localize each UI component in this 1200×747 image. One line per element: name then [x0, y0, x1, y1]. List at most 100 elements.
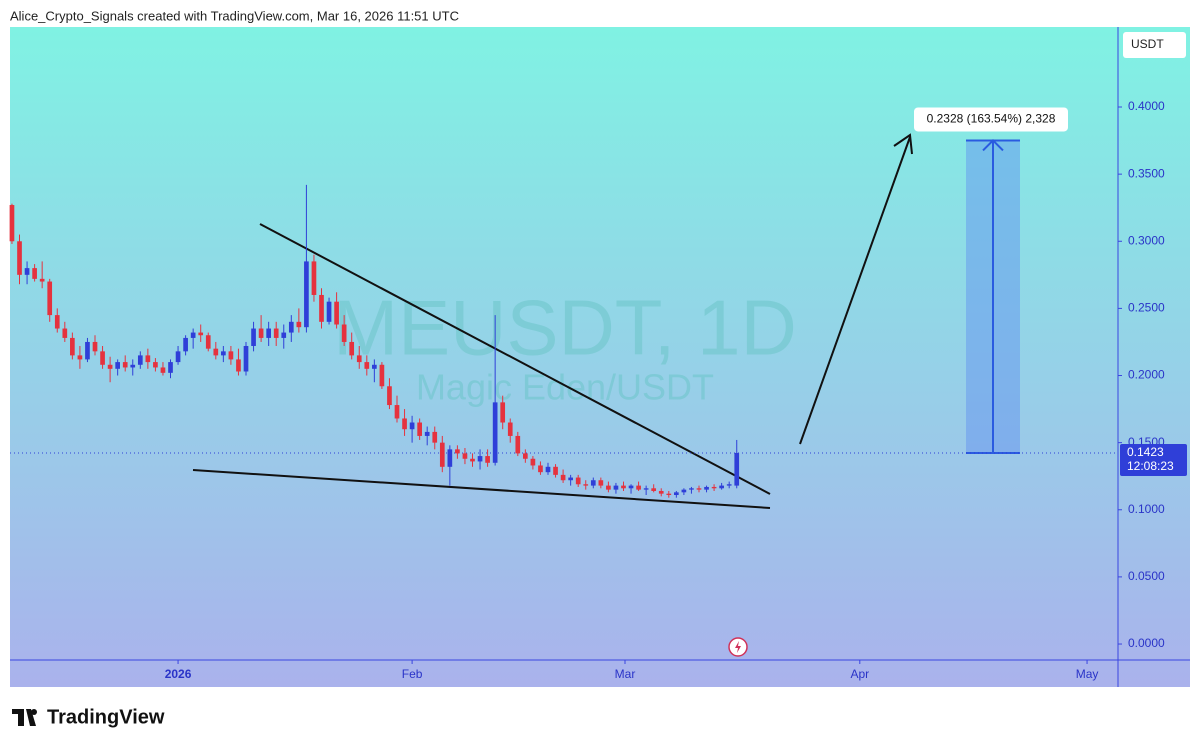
watermark: MEUSDT, 1D [333, 284, 797, 372]
candle-body [183, 337, 188, 352]
candle-body [613, 485, 619, 490]
candle-body [409, 422, 415, 430]
candle-body [304, 261, 309, 328]
candle-body [70, 337, 75, 356]
y-tick-label: 0.2500 [1128, 301, 1165, 315]
candle-body [168, 362, 173, 373]
candle-body [243, 345, 249, 372]
candle-body [54, 315, 60, 329]
candle-body [417, 422, 422, 436]
candle-body [190, 332, 196, 338]
candle-body [681, 489, 687, 493]
candle-body [568, 477, 573, 481]
candle-body [288, 321, 294, 333]
candle-body [583, 484, 589, 486]
candle-body [92, 341, 98, 352]
candle-body [341, 324, 347, 342]
countdown: 12:08:23 [1127, 459, 1174, 473]
x-tick-label: 2026 [165, 667, 192, 681]
candle-body [575, 477, 581, 485]
x-tick-label: Apr [850, 667, 869, 681]
candle-body [734, 452, 740, 486]
last-price-tag [1120, 443, 1187, 476]
candle-body [515, 435, 521, 454]
candle-body [153, 362, 158, 368]
candle-body [356, 355, 362, 363]
candle-body [439, 442, 445, 467]
watermark-subtitle: Magic Eden/USDT [416, 367, 714, 408]
candle-body [372, 364, 377, 369]
candle-body [85, 341, 90, 360]
candle-body [538, 465, 543, 473]
y-tick-label: 0.3500 [1128, 166, 1165, 180]
candle-body [606, 485, 611, 490]
candle-body [364, 362, 370, 369]
x-tick-label: Feb [402, 667, 423, 681]
candle-body [175, 351, 181, 363]
candle-body [696, 488, 702, 490]
candle-body [24, 268, 30, 275]
candle-body [228, 351, 234, 360]
candle-body [62, 328, 68, 338]
candle-body [311, 261, 317, 295]
candle-body [160, 367, 166, 373]
target-arrow-head [893, 133, 913, 155]
candle-body [9, 205, 15, 242]
candle-body [432, 431, 438, 443]
candle-body [666, 493, 672, 496]
candle-body [296, 321, 302, 328]
candle-body [719, 485, 724, 489]
candle-body [334, 301, 339, 325]
candle-body [507, 422, 513, 436]
event-icon-bolt [735, 641, 741, 653]
candle-body [545, 466, 551, 473]
projection-arrow-head [982, 139, 1004, 152]
candle-body [470, 458, 475, 462]
candle-body [281, 332, 287, 338]
y-tick-label: 0.3000 [1128, 233, 1165, 247]
candle-body [711, 486, 717, 489]
candle-body [485, 456, 490, 463]
candle-body [590, 480, 596, 486]
currency: USDT [1131, 37, 1164, 51]
candle-body [477, 456, 483, 462]
candle-body [17, 241, 22, 275]
candle-body [598, 480, 604, 486]
candle-body [643, 488, 649, 490]
candle-body [424, 431, 430, 436]
candle-body [455, 449, 460, 454]
candle-body [205, 335, 211, 349]
logo-dot [31, 709, 37, 715]
candle-body [530, 458, 536, 466]
candle-body [379, 364, 385, 387]
candle-body [266, 328, 271, 338]
trendline-upper [259, 223, 771, 495]
candle-body [198, 332, 204, 336]
y-tick-label: 0.0000 [1128, 636, 1165, 650]
candle-body [319, 294, 324, 322]
tradingview-logo: TradingView [12, 706, 165, 728]
candle-body [704, 486, 709, 490]
candle-body [251, 328, 256, 346]
candle-body [447, 449, 453, 467]
projection-label-box [914, 107, 1068, 132]
logo-text: TradingView [47, 706, 165, 728]
candle-body [500, 402, 506, 423]
candle-body [560, 474, 566, 481]
candle-body [621, 485, 626, 489]
logo-mark [12, 709, 36, 726]
candle-body [394, 405, 400, 419]
projection-label: 0.2328 (163.54%) 2,328 [927, 112, 1056, 126]
target-arrow [799, 136, 911, 445]
candle-body [462, 453, 468, 459]
candle-body [689, 488, 694, 490]
x-tick-label: Mar [615, 667, 636, 681]
candle-body [492, 402, 498, 463]
candle-body [402, 418, 407, 430]
candle-body [213, 348, 219, 356]
candle-body [523, 453, 528, 459]
y-tick-label: 0.4000 [1128, 99, 1165, 113]
candle-body [137, 355, 143, 365]
